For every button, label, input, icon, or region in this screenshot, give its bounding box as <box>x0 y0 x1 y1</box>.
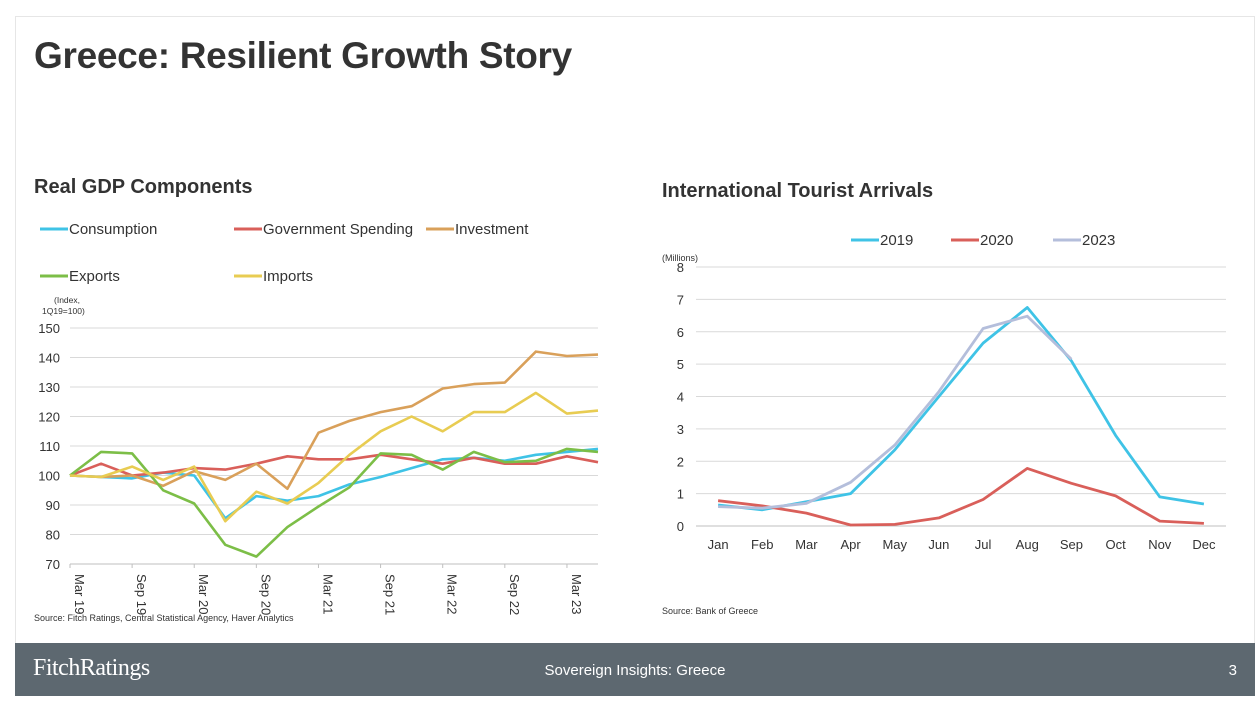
slide: Greece: Resilient Growth Story Real GDP … <box>15 16 1255 696</box>
y-tick-label-120: 120 <box>38 410 60 425</box>
tourism-chart-title: International Tourist Arrivals <box>662 180 934 202</box>
legend-label-government-spending: Government Spending <box>263 221 413 238</box>
y-tick-label-3: 3 <box>677 422 684 437</box>
x-tick-label-sep-20: Sep 20 <box>258 574 273 615</box>
gdp-y-axis-label-line2: 1Q19=100) <box>42 306 85 316</box>
y-tick-label-5: 5 <box>677 357 684 372</box>
x-tick-label-sep-22: Sep 22 <box>507 574 522 615</box>
gdp-y-axis-label-line1: (Index, <box>54 295 80 305</box>
y-tick-label-2: 2 <box>677 454 684 469</box>
x-tick-label-jul: Jul <box>975 537 992 552</box>
y-tick-label-8: 8 <box>677 260 684 275</box>
legend-label-exports: Exports <box>69 268 120 285</box>
footer-title: Sovereign Insights: Greece <box>544 662 726 679</box>
x-tick-label-mar-19: Mar 19 <box>72 574 87 614</box>
legend-label-imports: Imports <box>263 268 313 285</box>
y-tick-label-0: 0 <box>677 519 684 534</box>
x-tick-label-oct: Oct <box>1105 537 1126 552</box>
legend-label-2020: 2020 <box>980 232 1013 249</box>
x-tick-label-jan: Jan <box>708 537 729 552</box>
y-tick-label-150: 150 <box>38 321 60 336</box>
x-tick-label-apr: Apr <box>840 537 861 552</box>
y-tick-label-80: 80 <box>46 528 60 543</box>
legend-label-investment: Investment <box>455 221 529 238</box>
series-line-2019 <box>717 306 1205 512</box>
tourism-y-axis-label: (Millions) <box>662 253 698 263</box>
y-tick-label-7: 7 <box>677 292 684 307</box>
x-tick-label-mar-23: Mar 23 <box>569 574 584 614</box>
x-tick-label-sep-21: Sep 21 <box>383 574 398 615</box>
series-line-exports <box>69 447 599 558</box>
legend-label-2019: 2019 <box>880 232 913 249</box>
x-tick-label-mar: Mar <box>795 537 818 552</box>
y-tick-label-100: 100 <box>38 469 60 484</box>
gdp-chart-source: Source: Fitch Ratings, Central Statistic… <box>34 613 294 623</box>
fitch-ratings-logo: FitchRatings <box>33 655 150 681</box>
slide-title: Greece: Resilient Growth Story <box>34 35 572 76</box>
series-line-2020 <box>717 466 1204 527</box>
x-tick-label-jun: Jun <box>928 537 949 552</box>
x-tick-label-sep: Sep <box>1060 537 1083 552</box>
y-tick-label-4: 4 <box>677 390 684 405</box>
footer-bar: FitchRatings Sovereign Insights: Greece … <box>15 643 1255 696</box>
y-tick-label-70: 70 <box>46 557 60 572</box>
gdp-chart-title: Real GDP Components <box>34 176 253 198</box>
x-tick-label-sep-19: Sep 19 <box>134 574 149 615</box>
gdp-components-chart: Consumption Government Spending Investment… <box>38 221 599 615</box>
y-tick-label-90: 90 <box>46 498 60 513</box>
y-tick-label-6: 6 <box>677 325 684 340</box>
x-tick-label-may: May <box>882 537 907 552</box>
legend-label-2023: 2023 <box>1082 232 1115 249</box>
x-tick-label-aug: Aug <box>1016 537 1039 552</box>
y-tick-label-1: 1 <box>677 487 684 502</box>
series-line-imports <box>69 391 599 523</box>
y-tick-label-110: 110 <box>39 439 60 454</box>
x-tick-label-dec: Dec <box>1192 537 1216 552</box>
x-tick-label-mar-20: Mar 20 <box>196 574 211 614</box>
page-number: 3 <box>1228 662 1237 679</box>
y-tick-label-130: 130 <box>38 380 60 395</box>
series-line-2023 <box>718 314 1073 510</box>
tourism-chart-source: Source: Bank of Greece <box>662 606 759 616</box>
legend-label-consumption: Consumption <box>69 221 157 238</box>
series-line-government-spending <box>69 453 599 477</box>
y-tick-label-140: 140 <box>38 351 60 366</box>
x-tick-label-feb: Feb <box>751 537 773 552</box>
tourist-arrivals-chart: 2019 2020 2023 (Millions) 0 1 2 3 4 5 6 7 8 Jan Feb Mar… <box>662 232 1226 552</box>
x-tick-label-mar-22: Mar 22 <box>445 574 460 614</box>
x-tick-label-mar-21: Mar 21 <box>320 574 335 614</box>
x-tick-label-nov: Nov <box>1148 537 1172 552</box>
